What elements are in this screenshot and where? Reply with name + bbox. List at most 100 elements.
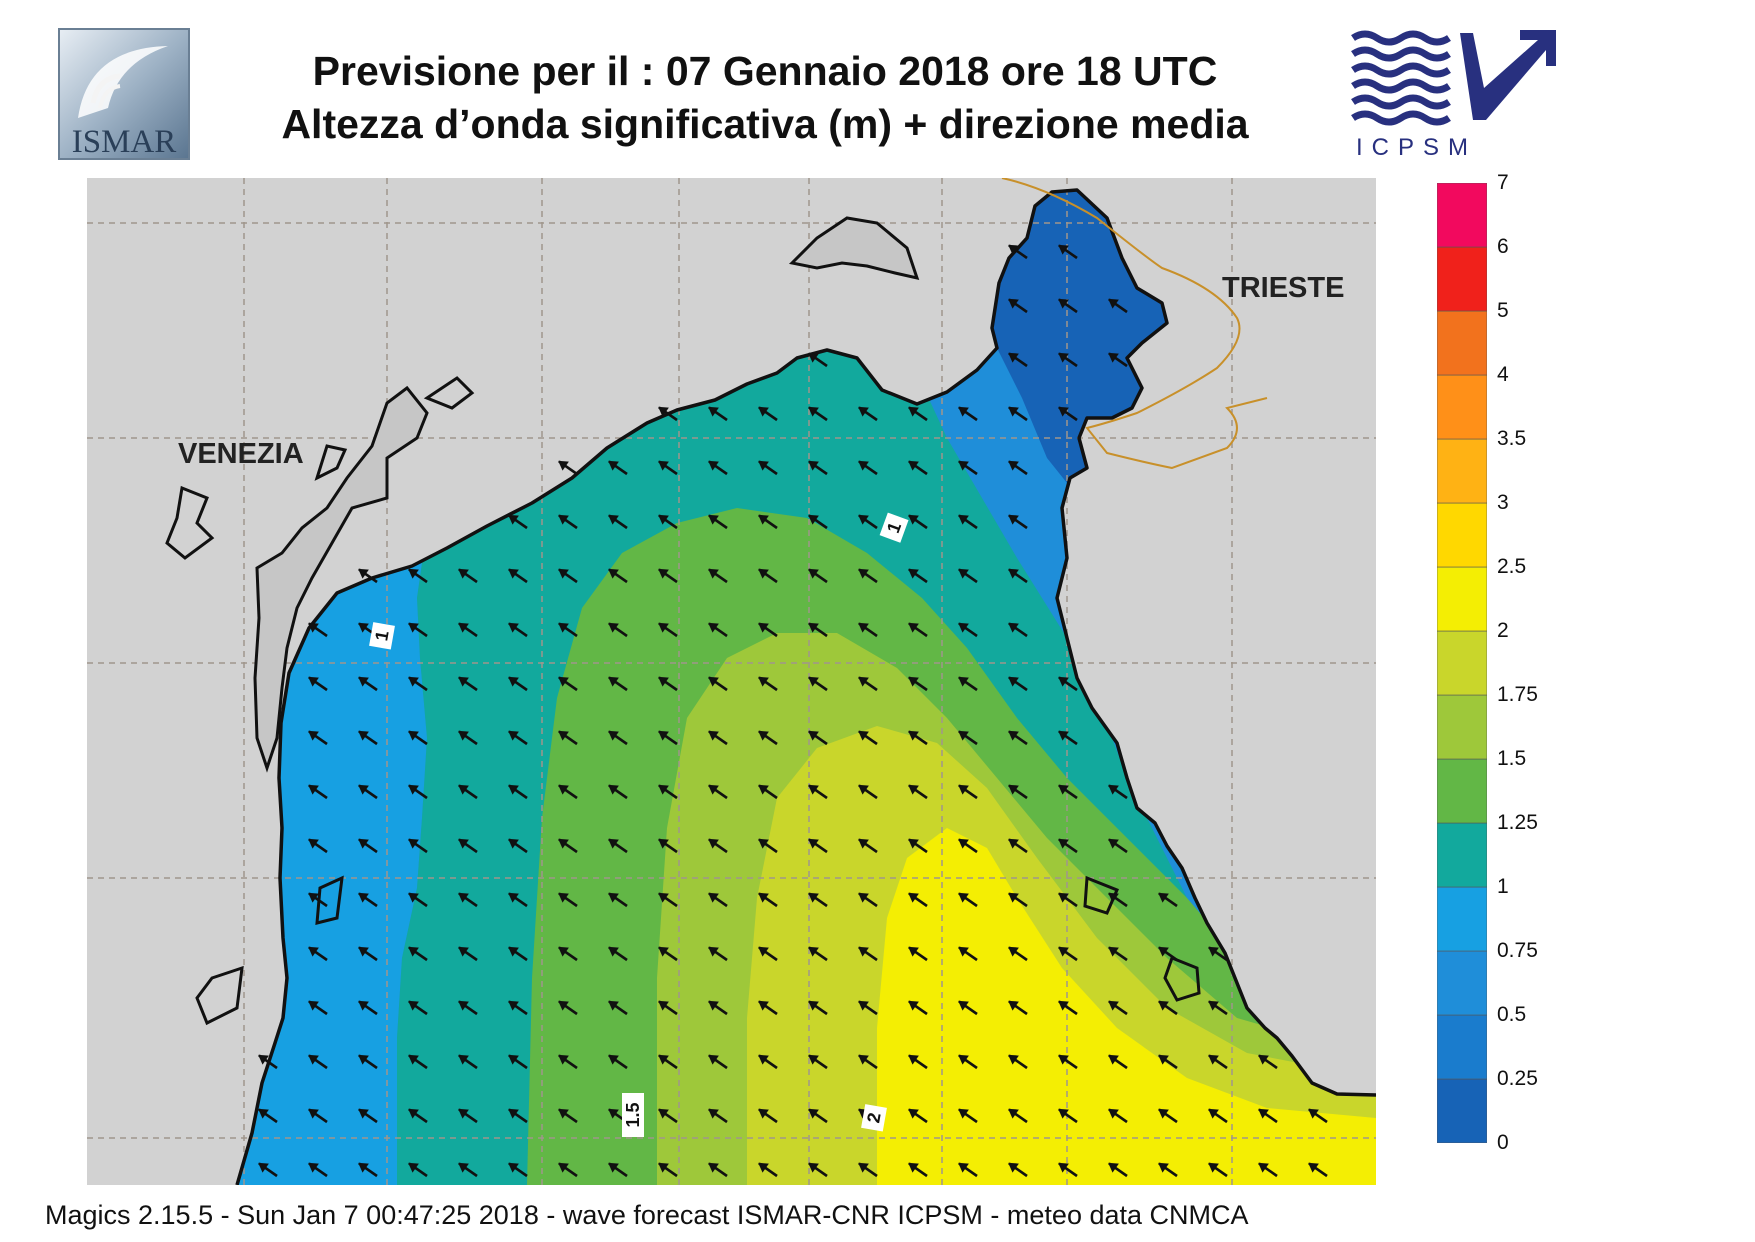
direction-arrow-head xyxy=(958,460,969,471)
direction-arrow-head xyxy=(358,730,369,741)
legend-label: 2.5 xyxy=(1497,555,1527,578)
direction-arrow-head xyxy=(908,514,919,525)
direction-arrow-head xyxy=(308,622,319,633)
direction-arrow-head xyxy=(958,730,969,741)
wave-height-map: 1 1 1.5 2 xyxy=(87,178,1376,1185)
direction-arrow-head xyxy=(758,622,769,633)
direction-arrow-head xyxy=(308,946,319,957)
direction-arrow-head xyxy=(558,946,569,957)
direction-arrow-head xyxy=(258,1108,269,1119)
direction-arrow-head xyxy=(758,730,769,741)
direction-arrow-head xyxy=(958,1000,969,1011)
direction-arrow-head xyxy=(908,568,919,579)
direction-arrow-head xyxy=(1008,1000,1019,1011)
direction-arrow-head xyxy=(958,946,969,957)
legend-label: 0 xyxy=(1497,1131,1509,1154)
direction-arrow-head xyxy=(358,946,369,957)
direction-arrow-head xyxy=(658,892,669,903)
direction-arrow-head xyxy=(908,1000,919,1011)
direction-arrow-head xyxy=(308,1000,319,1011)
direction-arrow-head xyxy=(708,460,719,471)
direction-arrow-head xyxy=(508,1000,519,1011)
direction-arrow-head xyxy=(608,622,619,633)
direction-arrow-head xyxy=(408,1162,419,1173)
direction-arrow-head xyxy=(858,1162,869,1173)
direction-arrow-head xyxy=(858,622,869,633)
direction-arrow-head xyxy=(958,892,969,903)
legend-swatch xyxy=(1437,886,1487,952)
direction-arrow-head xyxy=(1108,838,1119,849)
direction-arrow-head xyxy=(1008,1054,1019,1065)
direction-arrow-head xyxy=(1058,244,1069,255)
contour-label-1-west: 1 xyxy=(371,629,392,642)
direction-arrow-head xyxy=(358,1000,369,1011)
direction-arrow-head xyxy=(958,1162,969,1173)
footer-credits: Magics 2.15.5 - Sun Jan 7 00:47:25 2018 … xyxy=(45,1200,1249,1230)
direction-arrow-head xyxy=(608,514,619,525)
legend-label: 7 xyxy=(1497,171,1509,194)
direction-arrow-head xyxy=(608,676,619,687)
direction-arrow-head xyxy=(1058,1162,1069,1173)
direction-arrow-head xyxy=(458,838,469,849)
direction-arrow-head xyxy=(1158,1108,1169,1119)
direction-arrow-head xyxy=(958,838,969,849)
direction-arrow-head xyxy=(608,568,619,579)
legend-label: 1.5 xyxy=(1497,747,1527,770)
legend-label: 3 xyxy=(1497,491,1509,514)
direction-arrow-head xyxy=(858,946,869,957)
direction-arrow-head xyxy=(1008,568,1019,579)
legend-swatch xyxy=(1437,630,1487,696)
direction-arrow-head xyxy=(408,730,419,741)
direction-arrow-head xyxy=(558,622,569,633)
direction-arrow-head xyxy=(958,1108,969,1119)
direction-arrow-head xyxy=(708,676,719,687)
direction-arrow-head xyxy=(558,514,569,525)
legend-label: 5 xyxy=(1497,299,1509,322)
direction-arrow-head xyxy=(1208,1054,1219,1065)
legend-swatch xyxy=(1437,694,1487,760)
direction-arrow-head xyxy=(908,730,919,741)
direction-arrow-head xyxy=(408,1000,419,1011)
direction-arrow-head xyxy=(658,676,669,687)
direction-arrow-head xyxy=(508,730,519,741)
direction-arrow-head xyxy=(758,784,769,795)
direction-arrow-head xyxy=(608,460,619,471)
color-legend xyxy=(1437,183,1487,1143)
direction-arrow-head xyxy=(1058,352,1069,363)
direction-arrow-head xyxy=(1008,730,1019,741)
direction-arrow-head xyxy=(708,730,719,741)
direction-arrow-head xyxy=(608,730,619,741)
direction-arrow-head xyxy=(358,892,369,903)
direction-arrow-head xyxy=(308,1108,319,1119)
direction-arrow-head xyxy=(608,946,619,957)
direction-arrow-head xyxy=(1008,784,1019,795)
direction-arrow-head xyxy=(1108,298,1119,309)
direction-arrow-head xyxy=(808,352,819,363)
direction-arrow-head xyxy=(808,568,819,579)
direction-arrow-head xyxy=(1108,1108,1119,1119)
direction-arrow-head xyxy=(1158,1000,1169,1011)
direction-arrow-head xyxy=(608,1162,619,1173)
legend-label: 2 xyxy=(1497,619,1509,642)
direction-arrow-head xyxy=(858,460,869,471)
direction-arrow-head xyxy=(708,1000,719,1011)
direction-arrow-head xyxy=(908,892,919,903)
direction-arrow-head xyxy=(1058,1054,1069,1065)
direction-arrow-head xyxy=(808,730,819,741)
direction-arrow-head xyxy=(958,514,969,525)
direction-arrow-head xyxy=(508,676,519,687)
direction-arrow-head xyxy=(1308,1108,1319,1119)
direction-arrow-head xyxy=(408,676,419,687)
direction-arrow-head xyxy=(1108,946,1119,957)
direction-arrow-head xyxy=(508,892,519,903)
direction-arrow-head xyxy=(458,1108,469,1119)
direction-arrow-head xyxy=(658,1162,669,1173)
direction-arrow-head xyxy=(858,676,869,687)
legend-swatch xyxy=(1437,822,1487,888)
direction-arrow-head xyxy=(808,1000,819,1011)
direction-arrow-head xyxy=(308,1162,319,1173)
direction-arrow-head xyxy=(1058,838,1069,849)
direction-arrow-head xyxy=(1008,676,1019,687)
direction-arrow-head xyxy=(408,568,419,579)
direction-arrow-head xyxy=(858,838,869,849)
